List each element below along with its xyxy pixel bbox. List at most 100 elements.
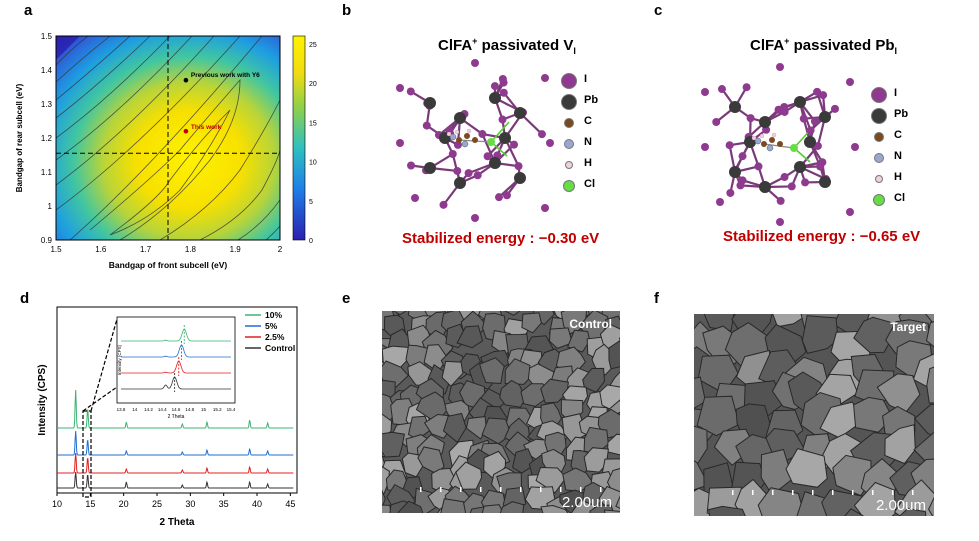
atom-carbon — [456, 137, 462, 143]
legend-dot-icon — [564, 139, 574, 149]
xrd-xtick: 25 — [152, 499, 162, 509]
sem-scale-tick — [580, 487, 582, 492]
atom-hydrogen — [446, 131, 452, 137]
atom-iodine — [546, 139, 554, 147]
heatmap-xtick: 1.6 — [95, 245, 107, 254]
atom-iodine — [816, 162, 825, 171]
sem-grain — [893, 479, 934, 516]
sem-grain — [540, 504, 569, 513]
sem-grain — [382, 431, 405, 458]
atom-iodine — [483, 152, 492, 161]
inset-xtick: 15.2 — [213, 407, 222, 412]
atom-iodine — [738, 152, 747, 161]
atom-hydrogen — [454, 129, 460, 135]
inset-series-line — [121, 360, 231, 374]
atom-iodine — [473, 171, 482, 180]
sem-scale-target: 2.00um — [875, 497, 926, 514]
legend-row-cl: Cl — [870, 191, 930, 209]
sem-grain — [821, 489, 866, 516]
sem-grain — [696, 395, 740, 437]
colorbar — [292, 35, 306, 241]
xrd-series-line — [57, 389, 294, 429]
inset-xtick: 14.8 — [185, 407, 194, 412]
legend-label: C — [894, 129, 902, 141]
sem-scale-tick — [812, 490, 814, 495]
sem-grain — [504, 358, 531, 385]
sem-grain — [512, 448, 536, 474]
sem-grain — [481, 504, 504, 513]
heatmap-xtick: 1.7 — [140, 245, 152, 254]
sem-grain — [548, 327, 573, 349]
sem-grain — [884, 424, 916, 465]
sem-grain — [801, 315, 839, 354]
xrd-series-line — [57, 430, 294, 456]
legend-label: Pb — [894, 108, 909, 120]
atom-lead — [454, 112, 466, 124]
xrd-series-line — [57, 471, 294, 489]
sem-grain — [898, 507, 927, 516]
sem-grain — [540, 378, 569, 404]
legend-dot-icon — [564, 118, 574, 128]
sem-grains — [694, 314, 934, 516]
heatmap-ytick: 1.4 — [41, 66, 53, 75]
panel-letter-e: e — [342, 290, 351, 307]
inset-xtick: 14.2 — [144, 407, 153, 412]
sem-scale-tick — [912, 490, 914, 495]
atom-lead — [729, 101, 741, 113]
atom-iodine — [422, 121, 431, 130]
sem-scale-tick — [600, 487, 602, 492]
atom-iodine — [514, 162, 523, 171]
zoom-line — [82, 386, 118, 412]
sem-image-target: Target 2.00um — [694, 314, 934, 516]
colorbar-tick: 10 — [309, 160, 317, 167]
sem-grain — [844, 508, 865, 516]
legend-label: N — [584, 136, 592, 148]
heatmap-xtick: 1.8 — [185, 245, 197, 254]
panel-c-title: ClFA+ passivated PbI — [750, 36, 897, 56]
heatmap-ytick: 1 — [48, 202, 53, 211]
atom-iodine — [776, 218, 784, 226]
sem-grain — [598, 485, 620, 513]
bond — [490, 121, 510, 143]
atom-iodine — [478, 130, 487, 139]
atom-iodine — [396, 139, 404, 147]
clfa-passivated-pbi-structure — [701, 63, 859, 226]
atom-hydrogen — [466, 128, 472, 134]
atom-hydrogen — [751, 135, 757, 141]
atom-iodine — [726, 188, 735, 197]
sem-scale-tick — [560, 487, 562, 492]
panel-letter-d: d — [20, 290, 30, 307]
sem-scale-tick — [852, 490, 854, 495]
atom-iodine — [830, 104, 839, 113]
sem-grain — [926, 366, 934, 404]
inset-xtick: 15.4 — [227, 407, 236, 412]
zoom-line — [90, 318, 118, 412]
atom-lead — [819, 176, 831, 188]
heatmap-xtick: 1.5 — [50, 245, 62, 254]
atom-iodine — [813, 87, 822, 96]
atom-iodine — [712, 117, 721, 126]
legend-label: Pb — [584, 94, 599, 106]
legend-row-pb: Pb — [870, 107, 930, 125]
atom-iodine — [799, 114, 808, 123]
legend-row-c: C — [870, 128, 930, 146]
atom-lead — [424, 162, 436, 174]
atom-iodine — [776, 196, 785, 205]
atom-lead — [794, 161, 806, 173]
sem-grain — [913, 403, 934, 437]
xrd-inset-frame — [116, 316, 236, 404]
colorbar-tick: 0 — [309, 238, 313, 245]
legend-row-i: I — [870, 86, 930, 104]
atom-nitrogen — [766, 144, 774, 152]
atom-iodine — [471, 214, 479, 222]
atom-iodine — [541, 204, 549, 212]
xrd-frame — [56, 306, 298, 494]
atom-lead — [759, 116, 771, 128]
legend-row-c: C — [560, 114, 620, 132]
legend-label: N — [894, 150, 902, 162]
atom-iodine — [806, 126, 815, 135]
atom-nitrogen — [449, 133, 457, 141]
legend-label: I — [894, 87, 898, 99]
colorbar-tick: 15 — [309, 120, 317, 127]
sem-grain — [607, 433, 620, 456]
